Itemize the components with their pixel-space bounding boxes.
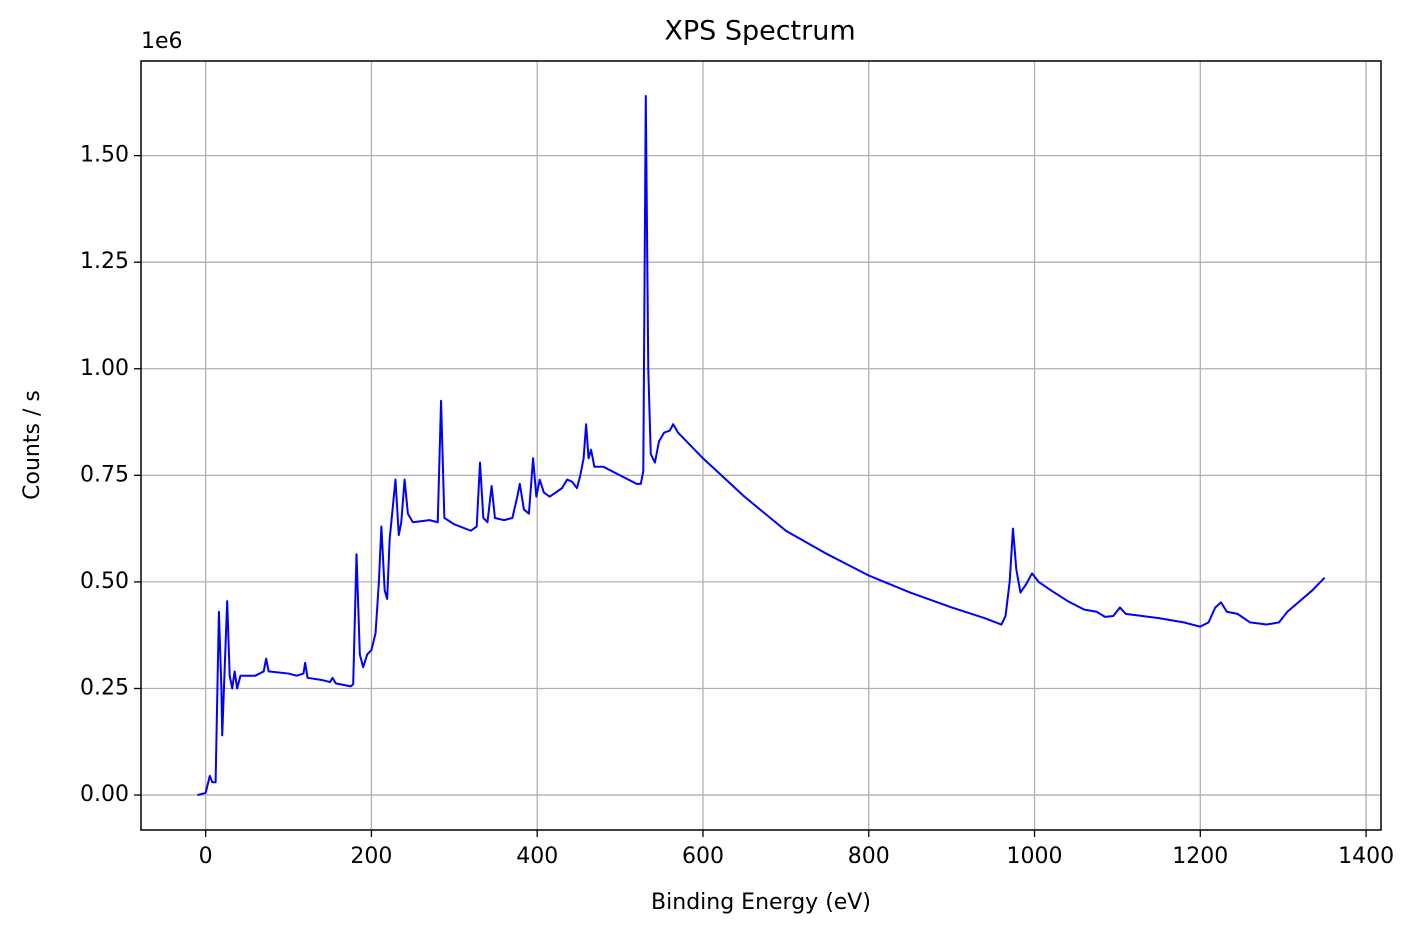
y-axis-label: Counts / s [20, 390, 45, 500]
x-axis-label: Binding Energy (eV) [651, 890, 871, 915]
spectrum-line [197, 94, 1326, 797]
y-tick-label: 1.00 [80, 356, 129, 381]
x-tick-label: 600 [682, 844, 724, 869]
y-offset-label: 1e6 [141, 29, 183, 54]
x-tick-label: 0 [199, 844, 213, 869]
x-tick-label: 1200 [1172, 844, 1228, 869]
x-tick-label: 400 [516, 844, 558, 869]
plot-frame [140, 60, 1382, 831]
x-tick-label: 800 [848, 844, 890, 869]
x-tick-label: 1000 [1007, 844, 1063, 869]
y-tick-label: 0.25 [80, 675, 129, 700]
y-tick-label: 1.25 [80, 249, 129, 274]
y-tick-label: 0.50 [80, 569, 129, 594]
y-tick-label: 1.50 [80, 143, 129, 168]
x-tick-label: 1400 [1338, 844, 1394, 869]
y-tick-label: 0.75 [80, 462, 129, 487]
y-tick-label: 0.00 [80, 782, 129, 807]
x-tick-label: 200 [350, 844, 392, 869]
chart-title: XPS Spectrum [664, 16, 855, 47]
